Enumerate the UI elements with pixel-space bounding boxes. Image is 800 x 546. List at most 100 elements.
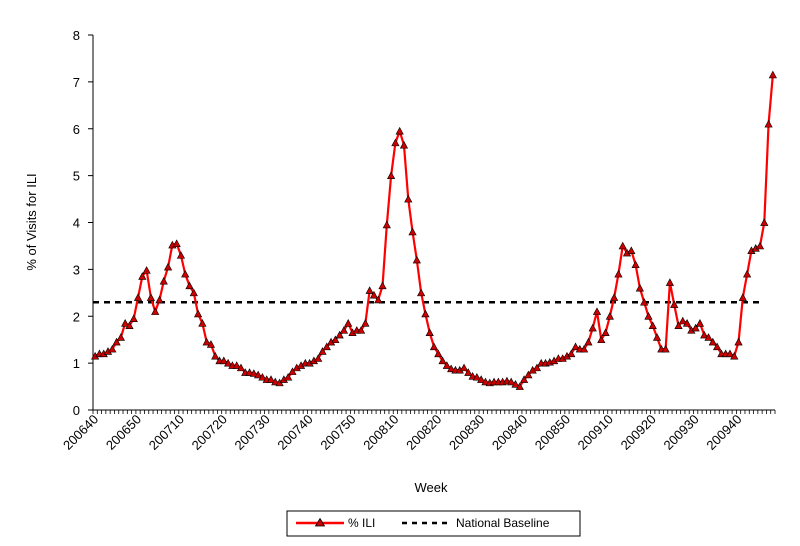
x-tick-label: 200730 [232, 412, 273, 453]
ili-data-point [151, 307, 160, 315]
ili-data-point [635, 283, 644, 292]
ili-series-line [94, 74, 774, 388]
ili-data-point [682, 319, 692, 327]
ili-data-point [571, 342, 580, 351]
ili-data-point [447, 364, 456, 373]
ili-data-point [464, 368, 473, 376]
ili-data-point [387, 171, 396, 179]
ili-data-point [399, 140, 409, 149]
ili-data-point [601, 328, 610, 337]
x-tick-label: 200650 [103, 412, 144, 453]
ili-data-point [743, 269, 752, 278]
ili-data-point [652, 333, 662, 341]
ili-data-point [477, 375, 486, 383]
ili-data-point [764, 119, 773, 128]
ili-data-point [108, 344, 117, 353]
ili-data-point [442, 361, 451, 369]
ili-data-point [408, 227, 417, 236]
ili-data-point [266, 375, 276, 383]
ili-data-point [116, 333, 125, 341]
ili-data-point [459, 363, 469, 372]
y-tick-label: 3 [73, 262, 80, 277]
ili-data-point [584, 337, 593, 346]
ili-data-point [193, 309, 203, 318]
ili-data-point [382, 220, 391, 229]
y-tick-label: 7 [73, 75, 80, 90]
ili-data-point [258, 372, 267, 381]
ili-data-point [361, 319, 370, 327]
ili-data-point [588, 323, 597, 332]
ili-data-point [730, 351, 739, 360]
ili-data-point [665, 278, 675, 286]
x-tick-label: 200750 [317, 412, 358, 453]
ili-data-point [369, 290, 379, 299]
ili-data-point [472, 372, 481, 381]
x-tick-label: 200640 [60, 412, 101, 453]
x-tick-label: 200930 [660, 412, 701, 453]
ili-data-point [314, 354, 323, 362]
ili-data-point [567, 349, 576, 358]
ili-data-point [374, 295, 383, 304]
ili-data-point [344, 319, 353, 327]
ili-data-point [172, 239, 181, 247]
ili-data-point [670, 300, 679, 308]
ili-data-point [121, 319, 130, 327]
ili-data-point [138, 272, 147, 280]
legend-ili-marker [314, 517, 326, 527]
x-tick-label: 200850 [532, 412, 573, 453]
ili-data-point [597, 335, 606, 344]
x-tick-label: 200920 [618, 412, 659, 453]
ili-data-point [331, 335, 340, 344]
y-tick-label: 8 [73, 28, 80, 43]
x-tick-label: 200740 [274, 412, 315, 453]
ili-data-point [507, 377, 516, 386]
ili-data-point [356, 326, 366, 334]
ili-data-point [322, 342, 331, 351]
legend: % ILI National Baseline [286, 510, 581, 537]
ili-data-point [704, 333, 713, 341]
ili-data-point [421, 309, 430, 318]
x-tick-label: 200810 [360, 412, 401, 453]
legend-baseline-label: National Baseline [456, 516, 550, 530]
x-tick-label: 200820 [403, 412, 444, 453]
x-tick-label: 200940 [703, 412, 744, 453]
ili-data-point [417, 288, 426, 297]
ili-data-point [580, 344, 589, 353]
y-tick-label: 1 [73, 356, 80, 371]
marker-layer [91, 70, 777, 390]
ili-data-point [339, 326, 349, 334]
ili-data-point [678, 316, 687, 325]
ili-data-point [211, 351, 220, 360]
ili-data-point [284, 372, 293, 381]
ili-data-point [725, 349, 735, 358]
ili-data-point [627, 246, 636, 254]
ili-data-point [378, 281, 387, 290]
ili-data-point [661, 344, 670, 353]
ili-data-point [618, 241, 627, 250]
ili-data-point [755, 241, 765, 250]
ili-data-point [648, 321, 657, 329]
x-axis-title: Week [415, 480, 448, 495]
ili-data-point [425, 328, 434, 337]
y-tick-label: 2 [73, 309, 80, 324]
ili-data-point [395, 126, 404, 135]
ili-data-point [198, 319, 207, 327]
ili-data-point [644, 312, 653, 320]
ili-data-point [519, 375, 529, 383]
ili-data-point [224, 358, 233, 367]
ili-data-point [712, 342, 722, 351]
ili-data-point [738, 293, 747, 301]
ili-data-point [133, 293, 143, 301]
ili-data-point [404, 194, 413, 203]
ili-data-point [125, 321, 134, 329]
ili-data-point [532, 363, 542, 372]
y-axis-title: % of Visits for ILI [24, 173, 39, 270]
ili-data-point [438, 356, 447, 365]
ili-data-point [236, 363, 246, 372]
x-tick-label: 200840 [489, 412, 530, 453]
ili-data-point [202, 337, 211, 346]
ili-data-point [219, 356, 228, 365]
ili-data-point [434, 349, 443, 358]
ili-data-point [631, 260, 640, 269]
